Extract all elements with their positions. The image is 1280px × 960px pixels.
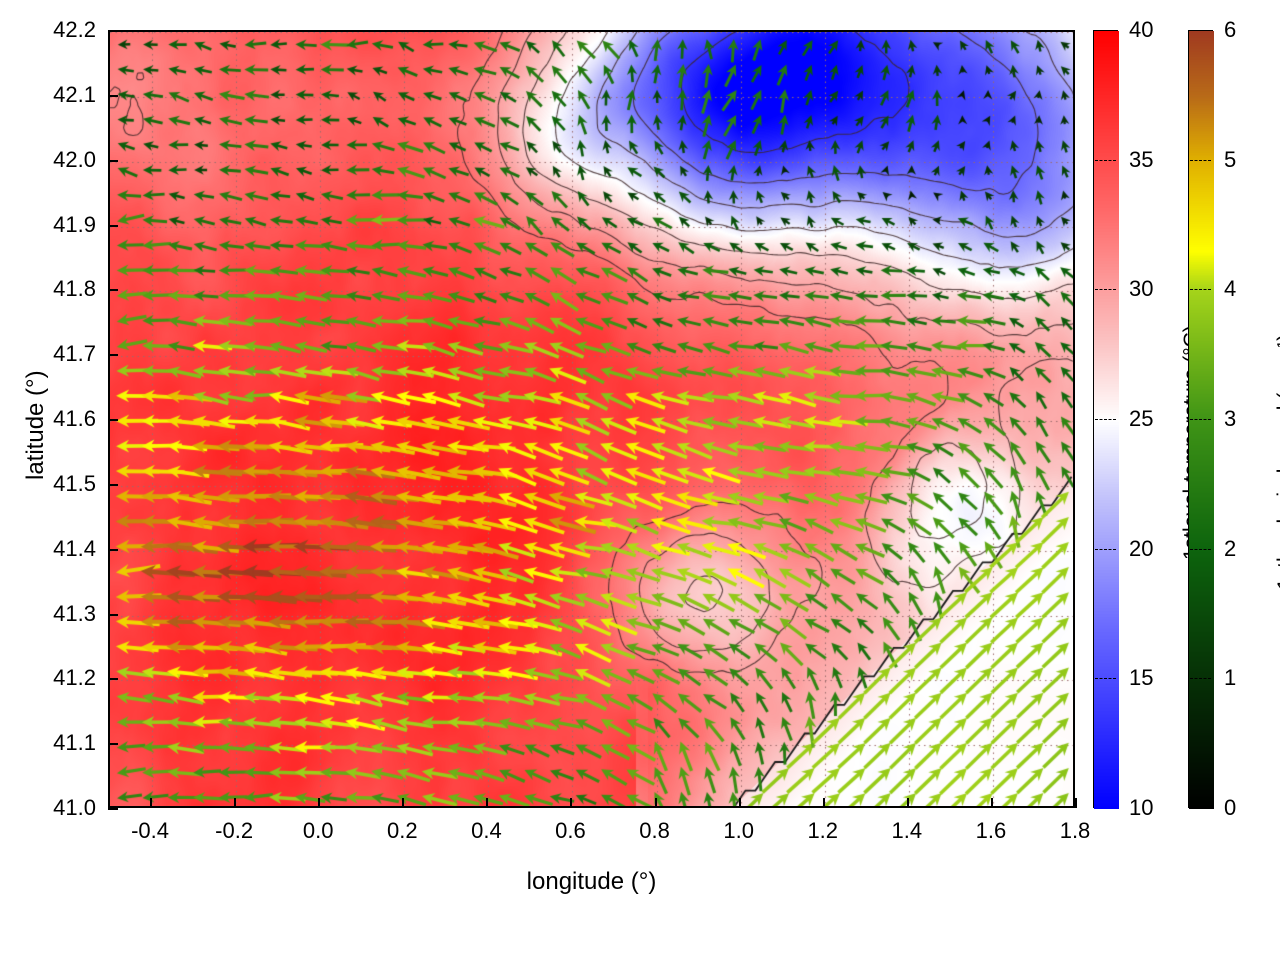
colorbar-tick-label: 10 <box>1129 795 1154 820</box>
colorbar-tick-label: 15 <box>1129 665 1154 691</box>
x-tick-mark <box>318 798 321 808</box>
x-tick-label: 0.8 <box>639 818 670 843</box>
colorbar-tick-mark <box>1190 289 1211 291</box>
x-tick-label: 1.2 <box>807 818 839 843</box>
x-tick-mark <box>1075 798 1077 808</box>
x-tick-label: 1.8 <box>1059 818 1091 843</box>
colorbar-tick-mark <box>1095 419 1116 420</box>
colorbar-tick-mark <box>1095 548 1116 550</box>
colorbar-tick-label: 40 <box>1129 17 1154 42</box>
x-tick-mark <box>906 798 909 808</box>
colorbar-tick-label: 3 <box>1224 406 1237 431</box>
x-tick-label: -0.2 <box>215 818 254 843</box>
x-tick-mark <box>234 798 237 808</box>
x-tick-label: 0.0 <box>302 818 334 843</box>
y-tick-mark <box>108 224 118 227</box>
colorbar-tick-label: 6 <box>1224 17 1237 42</box>
y-tick-mark <box>108 808 118 810</box>
colorbar-tick-label: 4 <box>1224 276 1237 302</box>
colorbar-tick-label: 20 <box>1129 535 1154 561</box>
x-tick-mark <box>738 798 741 808</box>
colorbar-tick-mark <box>1190 159 1211 161</box>
colorbar-tick-label: 35 <box>1129 146 1154 172</box>
x-tick-mark <box>654 798 657 808</box>
colorbar-tick-mark <box>1095 159 1116 161</box>
x-tick-label: 1.4 <box>891 818 923 843</box>
wind-vector-layer <box>110 32 1073 806</box>
x-tick-mark <box>486 798 489 808</box>
x-axis-title: longitude (°) <box>526 868 657 895</box>
temperature-colorbar[interactable] <box>1093 30 1119 809</box>
y-tick-mark <box>108 94 118 97</box>
colorbar-tick-label: 0 <box>1224 795 1237 820</box>
y-tick-label: 41.1 <box>53 730 96 756</box>
colorbar-tick-label: 5 <box>1224 146 1237 172</box>
y-tick-mark <box>108 743 118 746</box>
colorbar-tick-label: 25 <box>1129 406 1154 431</box>
y-tick-mark <box>108 289 118 292</box>
y-tick-label: 41.6 <box>53 406 96 431</box>
wind-speed-colorbar[interactable] <box>1188 30 1214 809</box>
y-tick-label: 41.0 <box>53 795 96 820</box>
y-tick-label: 41.9 <box>53 211 96 237</box>
y-tick-mark <box>108 354 118 357</box>
y-tick-label: 41.4 <box>53 535 96 561</box>
y-tick-mark <box>108 678 118 681</box>
colorbar-tick-label: 2 <box>1224 535 1237 561</box>
y-tick-label: 41.8 <box>53 276 96 302</box>
x-tick-label: 0.4 <box>471 818 502 843</box>
x-tick-mark <box>822 798 825 808</box>
x-tick-label: -0.4 <box>131 818 169 843</box>
colorbar-tick-mark <box>1095 289 1116 291</box>
x-tick-mark <box>402 798 405 808</box>
y-tick-label: 42.2 <box>53 17 96 42</box>
y-tick-mark <box>108 613 118 616</box>
x-tick-mark <box>150 798 153 808</box>
wind-speed-colorbar-gradient <box>1189 31 1214 809</box>
y-tick-mark <box>108 548 118 551</box>
x-tick-label: 1.6 <box>975 818 1007 843</box>
x-tick-mark <box>570 798 573 808</box>
map-plot-area[interactable] <box>108 30 1075 808</box>
y-tick-label: 42.0 <box>53 146 96 172</box>
y-tick-mark <box>108 483 118 486</box>
y-tick-label: 41.7 <box>53 341 96 367</box>
y-tick-label: 41.5 <box>53 470 96 496</box>
y-tick-mark <box>108 30 118 32</box>
colorbar-tick-mark <box>1190 678 1211 680</box>
colorbar-tick-label: 1 <box>1224 665 1237 691</box>
x-tick-mark <box>990 798 993 808</box>
colorbar-tick-mark <box>1190 419 1211 420</box>
x-tick-label: 0.2 <box>387 818 418 843</box>
temperature-colorbar-gradient <box>1094 31 1119 809</box>
y-tick-mark <box>108 419 118 421</box>
y-tick-label: 42.1 <box>53 81 96 107</box>
colorbar-tick-mark <box>1095 678 1116 680</box>
colorbar-tick-mark <box>1190 548 1211 550</box>
colorbar-tick-label: 30 <box>1129 276 1154 302</box>
x-tick-label: 0.6 <box>555 818 586 843</box>
y-tick-label: 41.2 <box>53 665 96 691</box>
x-tick-label: 1.0 <box>723 818 754 843</box>
y-tick-mark <box>108 159 118 162</box>
y-axis-title: latitude (°) <box>22 370 49 480</box>
wind-speed-colorbar-title: 1stlevel-wind speed (m s⁻¹) <box>1274 333 1280 590</box>
y-tick-label: 41.3 <box>53 600 96 626</box>
